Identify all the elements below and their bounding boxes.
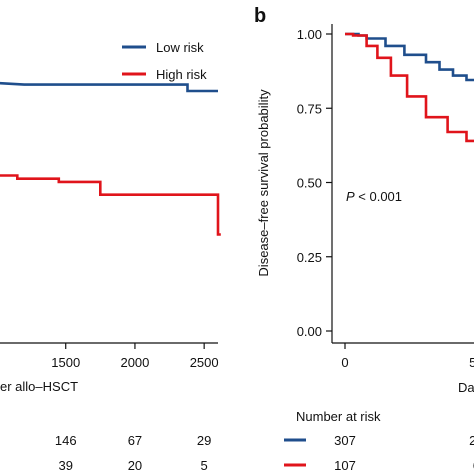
p-value-symbol: P bbox=[346, 189, 355, 204]
panel-a-risk-low-risk-1500: 146 bbox=[55, 433, 77, 448]
panel-b-y-ticks: 0.00 0.25 0.50 0.75 1.00 bbox=[297, 27, 332, 339]
panel-a-risk-low-risk-2000: 67 bbox=[128, 433, 142, 448]
panel-a-risk-high-risk-2000: 20 bbox=[128, 458, 142, 473]
panel-a-risk-low-risk-2500: 29 bbox=[197, 433, 211, 448]
legend-label-high-risk: High risk bbox=[156, 67, 207, 82]
panel-a-x-tick-label-2500: 2500 bbox=[190, 355, 219, 370]
panel-b-series-low-risk bbox=[345, 32, 474, 82]
panel-b-x-ticks: 0 500 bbox=[341, 343, 474, 370]
legend-label-low-risk: Low risk bbox=[156, 40, 204, 55]
panel-b-risk-low-risk-500: 256 bbox=[469, 433, 474, 448]
panel-a-series-high-risk bbox=[0, 174, 221, 236]
panel-b-risk-high-risk-500: 68 bbox=[473, 458, 474, 473]
panel-b-y-axis-title: Disease–free survival probability bbox=[256, 89, 271, 277]
panel-a-series bbox=[0, 81, 221, 236]
panel-a-risk-table: 146 67 29 39 20 5 bbox=[55, 433, 212, 473]
panel-b-y-tick-label-4: 1.00 bbox=[297, 27, 322, 42]
panel-b-risk-table: 307 256 107 68 bbox=[284, 433, 474, 473]
panel-a-x-tick-label-2000: 2000 bbox=[120, 355, 149, 370]
panel-a-x-axis-title: er allo–HSCT bbox=[0, 379, 78, 394]
panel-a-series-low-risk bbox=[0, 81, 218, 93]
panel-b-x-tick-label-0: 0 bbox=[341, 355, 348, 370]
risk-table-title: Number at risk bbox=[296, 409, 381, 424]
panel-b-series-high-risk bbox=[345, 32, 474, 143]
panel-a-x-ticks: 1500 2000 2500 bbox=[51, 343, 219, 370]
panel-b-risk-high-risk-0: 107 bbox=[334, 458, 356, 473]
panel-b-series bbox=[345, 32, 474, 143]
panel-a-risk-high-risk-2500: 5 bbox=[201, 458, 208, 473]
panel-a-legend: Low risk High risk bbox=[122, 40, 207, 82]
panel-b-y-tick-label-0: 0.00 bbox=[297, 324, 322, 339]
panel-b: b 0.00 0.25 0.50 0.75 1.00 0 500 Disease–free… bbox=[254, 5, 474, 473]
p-value-text: < 0.001 bbox=[355, 189, 402, 204]
panel-b-risk-low-risk-0: 307 bbox=[334, 433, 356, 448]
panel-a-x-tick-label-1500: 1500 bbox=[51, 355, 80, 370]
panel-a-risk-high-risk-1500: 39 bbox=[58, 458, 72, 473]
panel-b-y-tick-label-2: 0.50 bbox=[297, 176, 322, 191]
panel-b-x-tick-label-500: 500 bbox=[469, 355, 474, 370]
panel-b-letter: b bbox=[254, 5, 266, 27]
panel-b-x-axis-title: Day bbox=[458, 380, 474, 395]
panel-b-y-tick-label-1: 0.25 bbox=[297, 250, 322, 265]
p-value-annotation: P < 0.001 bbox=[346, 189, 402, 204]
panel-a: 1500 2000 2500 er allo–HSCT Low risk High … bbox=[0, 40, 221, 473]
panel-b-y-tick-label-3: 0.75 bbox=[297, 101, 322, 116]
